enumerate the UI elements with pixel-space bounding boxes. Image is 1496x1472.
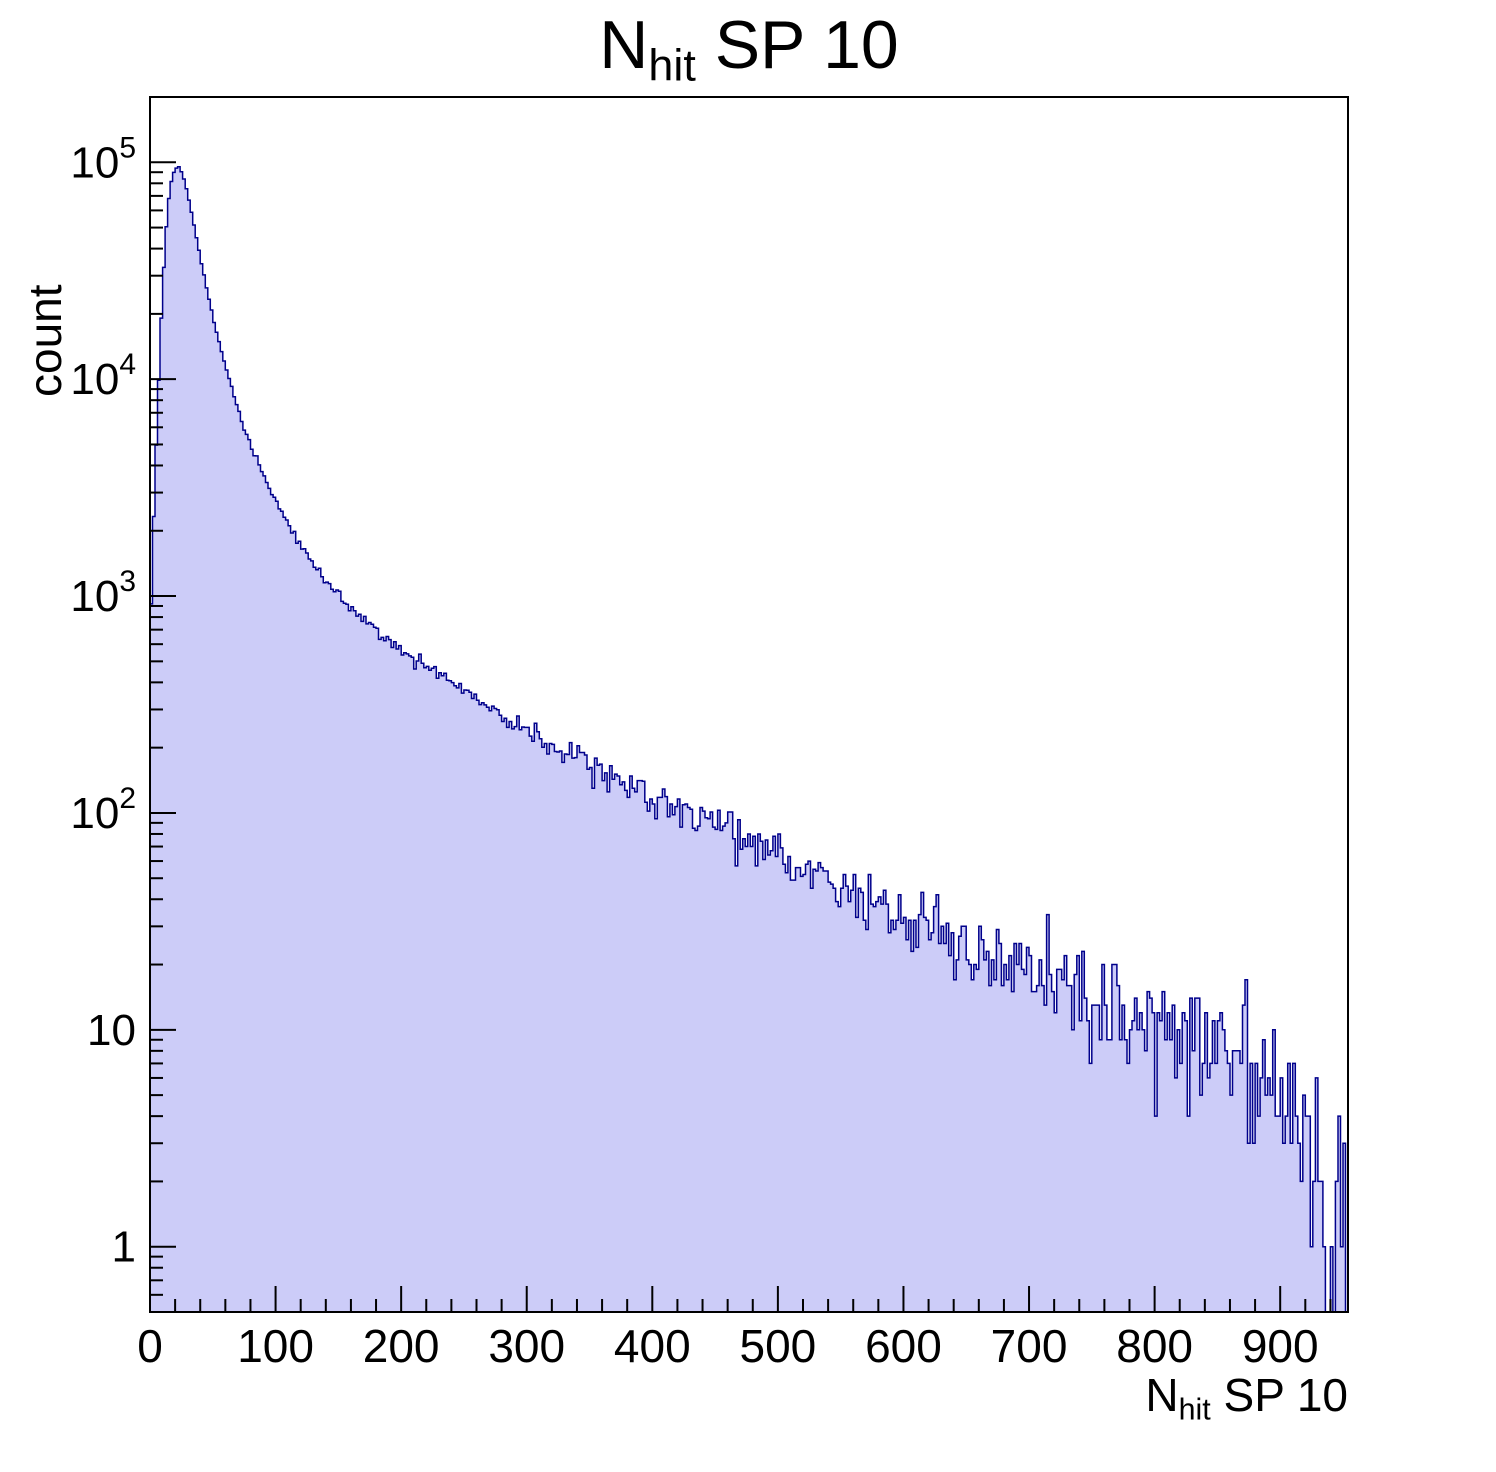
x-tick-label: 700 <box>991 1320 1068 1372</box>
x-tick-label: 600 <box>865 1320 942 1372</box>
x-axis-title-rest: SP 10 <box>1210 1369 1349 1421</box>
y-tick-label: 105 <box>70 131 136 187</box>
x-axis-title-subscript: hit <box>1178 1393 1211 1427</box>
x-tick-label: 0 <box>137 1320 163 1372</box>
chart-title: Nhit SP 10 <box>150 6 1348 92</box>
y-tick-label: 102 <box>70 782 136 838</box>
histogram-fill <box>150 166 1348 1313</box>
chart-title-subscript: hit <box>648 39 696 91</box>
x-axis-title-main: N <box>1145 1369 1179 1421</box>
x-tick-label: 800 <box>1116 1320 1193 1372</box>
y-tick-label: 104 <box>70 348 136 404</box>
chart-title-rest: SP 10 <box>695 7 899 83</box>
x-tick-label: 100 <box>237 1320 314 1372</box>
plot-frame <box>149 96 1349 1313</box>
y-tick-label: 1 <box>112 1223 136 1272</box>
chart-title-main: N <box>599 7 649 83</box>
x-tick-label: 300 <box>488 1320 565 1372</box>
x-tick-label: 500 <box>740 1320 817 1372</box>
x-tick-label: 900 <box>1242 1320 1319 1372</box>
histogram-outline <box>149 165 1348 1313</box>
x-tick-label: 200 <box>363 1320 440 1372</box>
y-tick-label: 103 <box>70 565 136 621</box>
x-axis-title: Nhit SP 10 <box>148 1368 1348 1428</box>
x-tick-label: 400 <box>614 1320 691 1372</box>
y-tick-label: 10 <box>87 1006 136 1055</box>
